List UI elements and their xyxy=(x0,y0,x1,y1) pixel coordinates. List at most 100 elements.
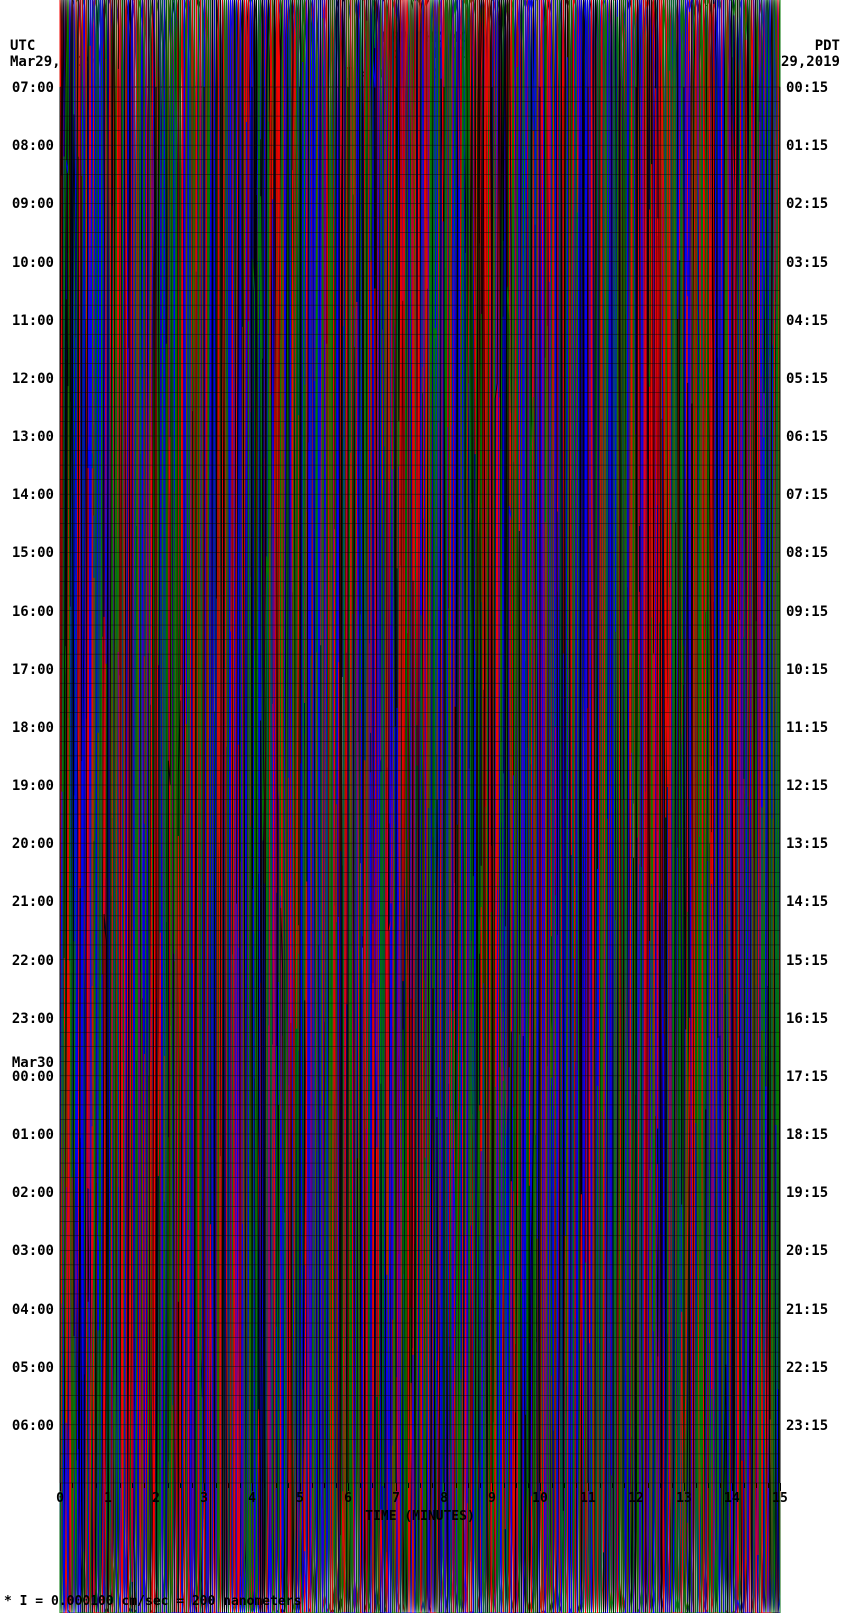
x-subtick xyxy=(672,1483,673,1488)
x-subtick xyxy=(612,1483,613,1488)
right-hour-label: 00:15 xyxy=(786,80,828,96)
right-hour-label: 04:15 xyxy=(786,313,828,329)
x-subtick xyxy=(72,1483,73,1488)
x-tick-label: 4 xyxy=(248,1491,256,1506)
footer-scale: * I = 0.000100 cm/sec = 200 nanometers xyxy=(4,1594,301,1609)
x-subtick xyxy=(132,1483,133,1488)
x-tick-label: 6 xyxy=(344,1491,352,1506)
x-subtick xyxy=(324,1483,325,1488)
x-tick xyxy=(492,1483,493,1491)
left-hour-label: 12:00 xyxy=(12,371,54,387)
left-hour-label: 01:00 xyxy=(12,1127,54,1143)
x-tick xyxy=(780,1483,781,1491)
left-hour-label: 19:00 xyxy=(12,778,54,794)
right-hour-label: 07:15 xyxy=(786,487,828,503)
right-tz-label: PDT xyxy=(815,38,840,54)
right-hour-label: 18:15 xyxy=(786,1127,828,1143)
x-subtick xyxy=(648,1483,649,1488)
x-axis-title: TIME (MINUTES) xyxy=(365,1509,475,1524)
seismogram-plot xyxy=(60,0,780,1613)
right-hour-label: 14:15 xyxy=(786,894,828,910)
x-subtick xyxy=(768,1483,769,1488)
left-hour-label: 23:00 xyxy=(12,1011,54,1027)
x-subtick xyxy=(432,1483,433,1488)
left-hour-label: 21:00 xyxy=(12,894,54,910)
x-subtick xyxy=(384,1483,385,1488)
left-tz-label: UTC xyxy=(10,38,35,54)
right-hour-label: 11:15 xyxy=(786,720,828,736)
right-hour-label: 16:15 xyxy=(786,1011,828,1027)
left-hour-label: 08:00 xyxy=(12,138,54,154)
x-subtick xyxy=(180,1483,181,1488)
right-hour-label: 15:15 xyxy=(786,953,828,969)
x-subtick xyxy=(744,1483,745,1488)
x-tick xyxy=(396,1483,397,1491)
right-hour-label: 10:15 xyxy=(786,662,828,678)
x-tick-label: 3 xyxy=(200,1491,208,1506)
x-tick-label: 14 xyxy=(724,1491,740,1506)
x-subtick xyxy=(276,1483,277,1488)
x-tick-label: 12 xyxy=(628,1491,644,1506)
x-subtick xyxy=(756,1483,757,1488)
x-subtick xyxy=(696,1483,697,1488)
right-hour-label: 02:15 xyxy=(786,196,828,212)
x-tick xyxy=(684,1483,685,1491)
x-subtick xyxy=(660,1483,661,1488)
x-subtick xyxy=(564,1483,565,1488)
left-hour-label: 17:00 xyxy=(12,662,54,678)
x-tick-label: 7 xyxy=(392,1491,400,1506)
x-tick xyxy=(540,1483,541,1491)
x-subtick xyxy=(372,1483,373,1488)
x-subtick xyxy=(264,1483,265,1488)
left-hour-label: 03:00 xyxy=(12,1243,54,1259)
right-hour-label: 21:15 xyxy=(786,1302,828,1318)
x-tick-label: 11 xyxy=(580,1491,596,1506)
x-tick xyxy=(636,1483,637,1491)
x-tick xyxy=(732,1483,733,1491)
x-tick xyxy=(252,1483,253,1491)
left-hour-label: 05:00 xyxy=(12,1360,54,1376)
x-tick xyxy=(444,1483,445,1491)
x-tick xyxy=(300,1483,301,1491)
left-hour-label: 14:00 xyxy=(12,487,54,503)
x-tick-label: 1 xyxy=(104,1491,112,1506)
x-subtick xyxy=(552,1483,553,1488)
x-subtick xyxy=(228,1483,229,1488)
x-subtick xyxy=(420,1483,421,1488)
x-subtick xyxy=(408,1483,409,1488)
x-tick-label: 9 xyxy=(488,1491,496,1506)
x-tick xyxy=(108,1483,109,1491)
x-subtick xyxy=(84,1483,85,1488)
x-axis: TIME (MINUTES) 0123456789101112131415 xyxy=(60,1483,780,1523)
right-hour-label: 12:15 xyxy=(786,778,828,794)
right-hour-label: 01:15 xyxy=(786,138,828,154)
left-hour-label: 16:00 xyxy=(12,604,54,620)
x-subtick xyxy=(504,1483,505,1488)
x-subtick xyxy=(192,1483,193,1488)
x-tick xyxy=(156,1483,157,1491)
x-tick-label: 13 xyxy=(676,1491,692,1506)
x-subtick xyxy=(624,1483,625,1488)
x-subtick xyxy=(144,1483,145,1488)
left-hour-label: 09:00 xyxy=(12,196,54,212)
x-subtick xyxy=(600,1483,601,1488)
right-hour-label: 13:15 xyxy=(786,836,828,852)
right-hour-label: 23:15 xyxy=(786,1418,828,1434)
left-hour-label: 10:00 xyxy=(12,255,54,271)
x-subtick xyxy=(708,1483,709,1488)
left-hour-label: 06:00 xyxy=(12,1418,54,1434)
x-tick-label: 0 xyxy=(56,1491,64,1506)
right-hour-label: 06:15 xyxy=(786,429,828,445)
x-subtick xyxy=(312,1483,313,1488)
left-hour-label: 11:00 xyxy=(12,313,54,329)
x-subtick xyxy=(360,1483,361,1488)
right-hour-label: 19:15 xyxy=(786,1185,828,1201)
x-subtick xyxy=(516,1483,517,1488)
left-hour-label: 02:00 xyxy=(12,1185,54,1201)
x-subtick xyxy=(336,1483,337,1488)
right-hour-label: 05:15 xyxy=(786,371,828,387)
x-tick-label: 2 xyxy=(152,1491,160,1506)
x-subtick xyxy=(240,1483,241,1488)
x-subtick xyxy=(468,1483,469,1488)
x-subtick xyxy=(96,1483,97,1488)
